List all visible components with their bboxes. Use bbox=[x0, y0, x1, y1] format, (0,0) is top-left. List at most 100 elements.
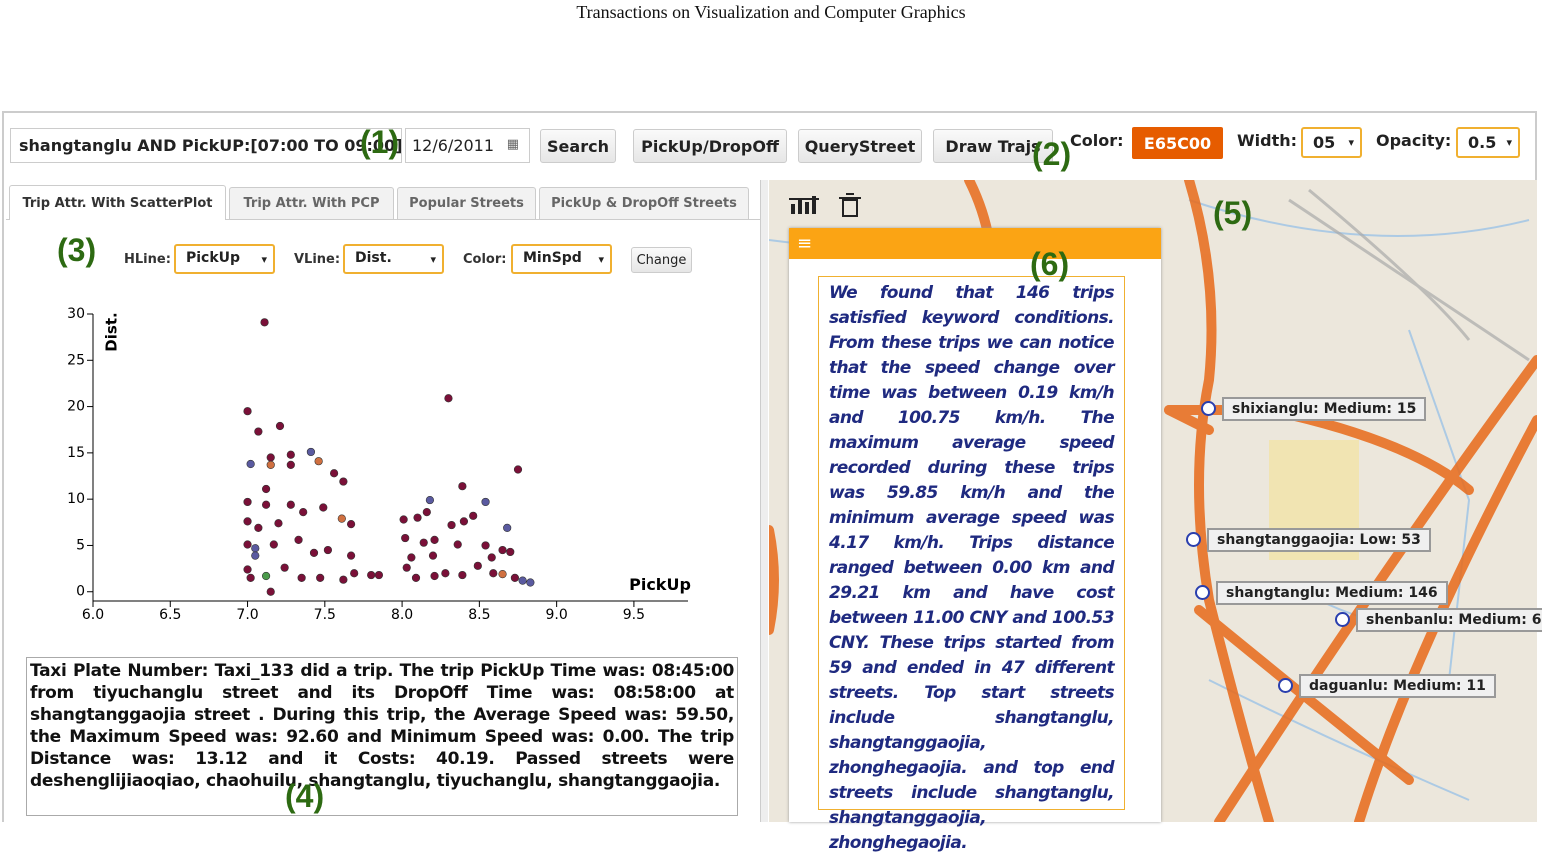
color-select[interactable]: MinSpd bbox=[511, 244, 612, 274]
point bbox=[481, 497, 490, 507]
point bbox=[269, 540, 278, 549]
popup-header[interactable]: ≡ bbox=[789, 228, 1161, 259]
point bbox=[254, 523, 263, 532]
annotation: (5) bbox=[1213, 195, 1253, 231]
point bbox=[286, 460, 295, 470]
opacity-label: Opacity: bbox=[1376, 131, 1452, 150]
draw-trajs-button[interactable]: Draw Trajs bbox=[933, 129, 1053, 163]
point bbox=[399, 515, 408, 524]
street-label: shixianglu: Medium: 15 bbox=[1222, 397, 1427, 421]
color-value[interactable]: E65C00 bbox=[1132, 127, 1223, 159]
query-street-button[interactable]: QueryStreet bbox=[798, 129, 922, 163]
point bbox=[339, 477, 348, 486]
point bbox=[346, 551, 356, 560]
point bbox=[286, 450, 295, 459]
point bbox=[506, 547, 515, 557]
point bbox=[316, 573, 325, 582]
date-input[interactable]: 12/6/2011 ▦ bbox=[405, 128, 530, 163]
point bbox=[261, 500, 271, 509]
y-tick-label: 20 bbox=[67, 399, 85, 415]
street-label: shenbanlu: Medium: 6 bbox=[1356, 608, 1542, 632]
tab[interactable]: PickUp & DropOff Streets bbox=[539, 187, 749, 219]
point bbox=[422, 508, 431, 517]
point bbox=[444, 394, 453, 403]
point bbox=[419, 538, 428, 547]
x-tick-label: 6.0 bbox=[82, 607, 104, 623]
point bbox=[350, 569, 359, 578]
x-tick-label: 6.5 bbox=[159, 607, 181, 623]
header-title: Transactions on Visualization and Comput… bbox=[576, 2, 966, 22]
point bbox=[473, 561, 482, 570]
point bbox=[401, 533, 410, 543]
color-by-label: Color: bbox=[463, 252, 507, 267]
opacity-select[interactable]: 0.5 bbox=[1456, 127, 1520, 158]
street-marker[interactable] bbox=[1278, 678, 1293, 693]
point bbox=[274, 519, 283, 528]
point bbox=[339, 575, 348, 584]
search-button[interactable]: Search bbox=[540, 129, 616, 163]
tab-bar bbox=[6, 180, 760, 220]
change-button[interactable]: Change bbox=[631, 247, 692, 273]
tab[interactable]: Trip Attr. With PCP bbox=[229, 187, 394, 219]
tab-active[interactable]: Trip Attr. With ScatterPlot bbox=[9, 185, 226, 220]
point bbox=[243, 517, 252, 526]
point bbox=[346, 520, 356, 529]
hline-label: HLine: bbox=[124, 252, 171, 267]
point bbox=[459, 517, 469, 526]
y-tick-label: 10 bbox=[67, 491, 85, 507]
point bbox=[447, 520, 456, 530]
street-marker[interactable] bbox=[1335, 612, 1350, 627]
street-marker[interactable] bbox=[1186, 532, 1201, 547]
splitter bbox=[760, 180, 768, 822]
point bbox=[487, 553, 496, 562]
annotation: (3) bbox=[57, 232, 97, 268]
point bbox=[337, 514, 346, 523]
vline-select[interactable]: Dist. bbox=[343, 244, 444, 274]
x-tick-label: 9.0 bbox=[546, 607, 568, 623]
scatter-chart: PickUp Dist. 0 5 10 15 20 25 30 6.0 6.5 7.0 7.5 8.0… bbox=[67, 306, 691, 623]
annotation: (2) bbox=[1032, 136, 1072, 172]
pickup-dropoff-button[interactable]: PickUp/DropOff bbox=[633, 129, 787, 163]
street-marker[interactable] bbox=[1195, 585, 1210, 600]
point bbox=[425, 495, 435, 505]
point bbox=[243, 497, 252, 507]
point bbox=[266, 587, 275, 596]
street-marker[interactable] bbox=[1201, 401, 1216, 416]
point bbox=[266, 453, 275, 462]
date-value: 12/6/2011 bbox=[412, 136, 495, 155]
street-label: shangtanglu: Medium: 146 bbox=[1216, 581, 1448, 605]
point bbox=[254, 427, 263, 436]
tab[interactable]: Popular Streets bbox=[397, 187, 536, 219]
point bbox=[243, 565, 252, 574]
point bbox=[275, 421, 285, 431]
width-select[interactable]: 05 bbox=[1301, 127, 1362, 158]
point bbox=[402, 563, 411, 572]
point bbox=[246, 573, 255, 582]
point bbox=[458, 570, 467, 580]
x-tick-label: 8.0 bbox=[391, 607, 413, 623]
point bbox=[503, 523, 512, 532]
point bbox=[314, 457, 323, 466]
point bbox=[498, 545, 507, 555]
query-input[interactable]: shangtanglu AND PickUP:[07:00 TO 09:00] bbox=[10, 128, 402, 163]
point bbox=[319, 503, 328, 512]
point bbox=[297, 573, 306, 582]
point bbox=[299, 508, 308, 517]
point bbox=[260, 318, 269, 327]
point bbox=[367, 570, 376, 580]
y-tick-label: 25 bbox=[67, 352, 85, 368]
y-tick-label: 5 bbox=[76, 537, 85, 553]
point bbox=[329, 469, 339, 478]
point bbox=[489, 569, 498, 578]
point bbox=[411, 573, 421, 582]
point bbox=[526, 578, 535, 587]
point bbox=[413, 513, 422, 522]
y-tick-label: 0 bbox=[76, 584, 85, 600]
point bbox=[243, 407, 252, 416]
point bbox=[498, 570, 507, 579]
point bbox=[510, 573, 520, 582]
point bbox=[323, 545, 333, 555]
hline-select[interactable]: PickUp bbox=[174, 244, 275, 274]
width-label: Width: bbox=[1237, 131, 1298, 150]
